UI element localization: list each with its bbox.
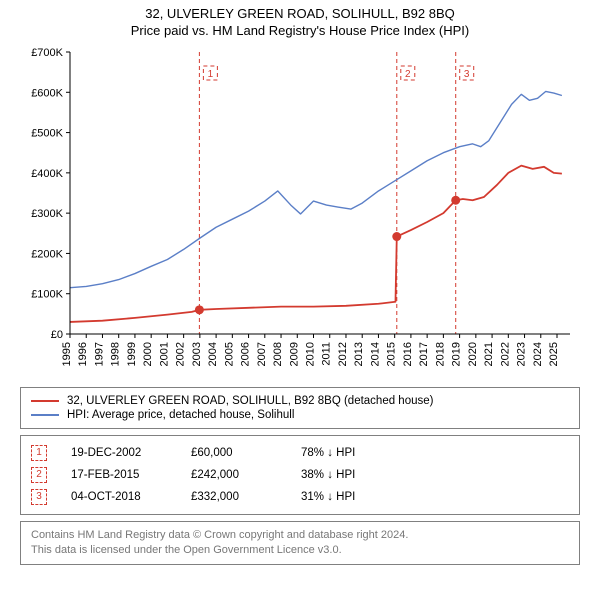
legend-swatch [31,414,59,416]
attribution-line1: Contains HM Land Registry data © Crown c… [31,528,569,543]
legend: 32, ULVERLEY GREEN ROAD, SOLIHULL, B92 8… [20,387,580,429]
svg-text:1: 1 [208,69,214,80]
svg-text:2023: 2023 [516,342,528,366]
svg-text:2013: 2013 [353,342,365,366]
svg-text:2012: 2012 [337,342,349,366]
events-table: 1 19-DEC-2002£60,00078% ↓ HPI 2 17-FEB-2015… [20,435,580,515]
svg-text:£500K: £500K [31,128,63,140]
attribution: Contains HM Land Registry data © Crown c… [20,521,580,565]
svg-text:2000: 2000 [142,342,154,366]
svg-text:1995: 1995 [61,342,73,366]
event-marker: 3 [31,489,47,505]
event-price: £60,000 [191,447,301,459]
event-price: £242,000 [191,469,301,481]
svg-text:2015: 2015 [386,342,398,366]
event-date: 17-FEB-2015 [71,469,191,481]
svg-text:2017: 2017 [418,342,430,366]
event-date: 19-DEC-2002 [71,447,191,459]
svg-text:£0: £0 [51,329,63,341]
svg-text:2009: 2009 [288,342,300,366]
event-row: 1 19-DEC-2002£60,00078% ↓ HPI [31,442,569,464]
event-row: 3 04-OCT-2018£332,00031% ↓ HPI [31,486,569,508]
svg-text:2008: 2008 [272,342,284,366]
event-hpi: 31% ↓ HPI [301,491,569,503]
svg-text:2001: 2001 [158,342,170,366]
svg-text:3: 3 [464,69,470,80]
svg-text:2024: 2024 [532,342,544,366]
legend-row: HPI: Average price, detached house, Soli… [31,408,569,422]
svg-text:2022: 2022 [499,342,511,366]
legend-label: 32, ULVERLEY GREEN ROAD, SOLIHULL, B92 8… [67,395,433,407]
svg-text:£400K: £400K [31,168,63,180]
legend-swatch [31,400,59,402]
svg-text:1996: 1996 [77,342,89,366]
svg-text:2020: 2020 [467,342,479,366]
attribution-line2: This data is licensed under the Open Gov… [31,543,569,558]
svg-text:2005: 2005 [223,342,235,366]
title-block: 32, ULVERLEY GREEN ROAD, SOLIHULL, B92 8… [0,0,600,40]
event-price: £332,000 [191,491,301,503]
svg-text:£100K: £100K [31,289,63,301]
svg-text:2021: 2021 [483,342,495,366]
svg-text:1999: 1999 [126,342,138,366]
svg-text:1998: 1998 [110,342,122,366]
svg-text:2006: 2006 [240,342,252,366]
svg-text:£300K: £300K [31,208,63,220]
event-row: 2 17-FEB-2015£242,00038% ↓ HPI [31,464,569,486]
svg-text:£600K: £600K [31,87,63,99]
svg-text:2014: 2014 [369,342,381,366]
svg-text:2016: 2016 [402,342,414,366]
chart: £0 £100K £200K £300K £400K £500K £600K £700K 199… [20,44,580,379]
svg-text:2025: 2025 [548,342,560,366]
svg-text:£700K: £700K [31,47,63,59]
title-subtitle: Price paid vs. HM Land Registry's House … [0,23,600,38]
event-marker: 2 [31,467,47,483]
svg-text:2: 2 [405,69,411,80]
event-hpi: 38% ↓ HPI [301,469,569,481]
event-hpi: 78% ↓ HPI [301,447,569,459]
svg-text:2003: 2003 [191,342,203,366]
svg-text:2019: 2019 [451,342,463,366]
svg-text:£200K: £200K [31,248,63,260]
event-date: 04-OCT-2018 [71,491,191,503]
svg-text:2010: 2010 [305,342,317,366]
chart-svg: £0 £100K £200K £300K £400K £500K £600K £700K 199… [20,44,580,379]
svg-text:2004: 2004 [207,342,219,366]
legend-label: HPI: Average price, detached house, Soli… [67,409,294,421]
svg-text:1997: 1997 [93,342,105,366]
legend-row: 32, ULVERLEY GREEN ROAD, SOLIHULL, B92 8… [31,394,569,408]
svg-text:2011: 2011 [321,342,333,366]
svg-text:2018: 2018 [434,342,446,366]
event-marker: 1 [31,445,47,461]
title-address: 32, ULVERLEY GREEN ROAD, SOLIHULL, B92 8… [0,6,600,21]
svg-text:2007: 2007 [256,342,268,366]
page: 32, ULVERLEY GREEN ROAD, SOLIHULL, B92 8… [0,0,600,590]
svg-text:2002: 2002 [175,342,187,366]
